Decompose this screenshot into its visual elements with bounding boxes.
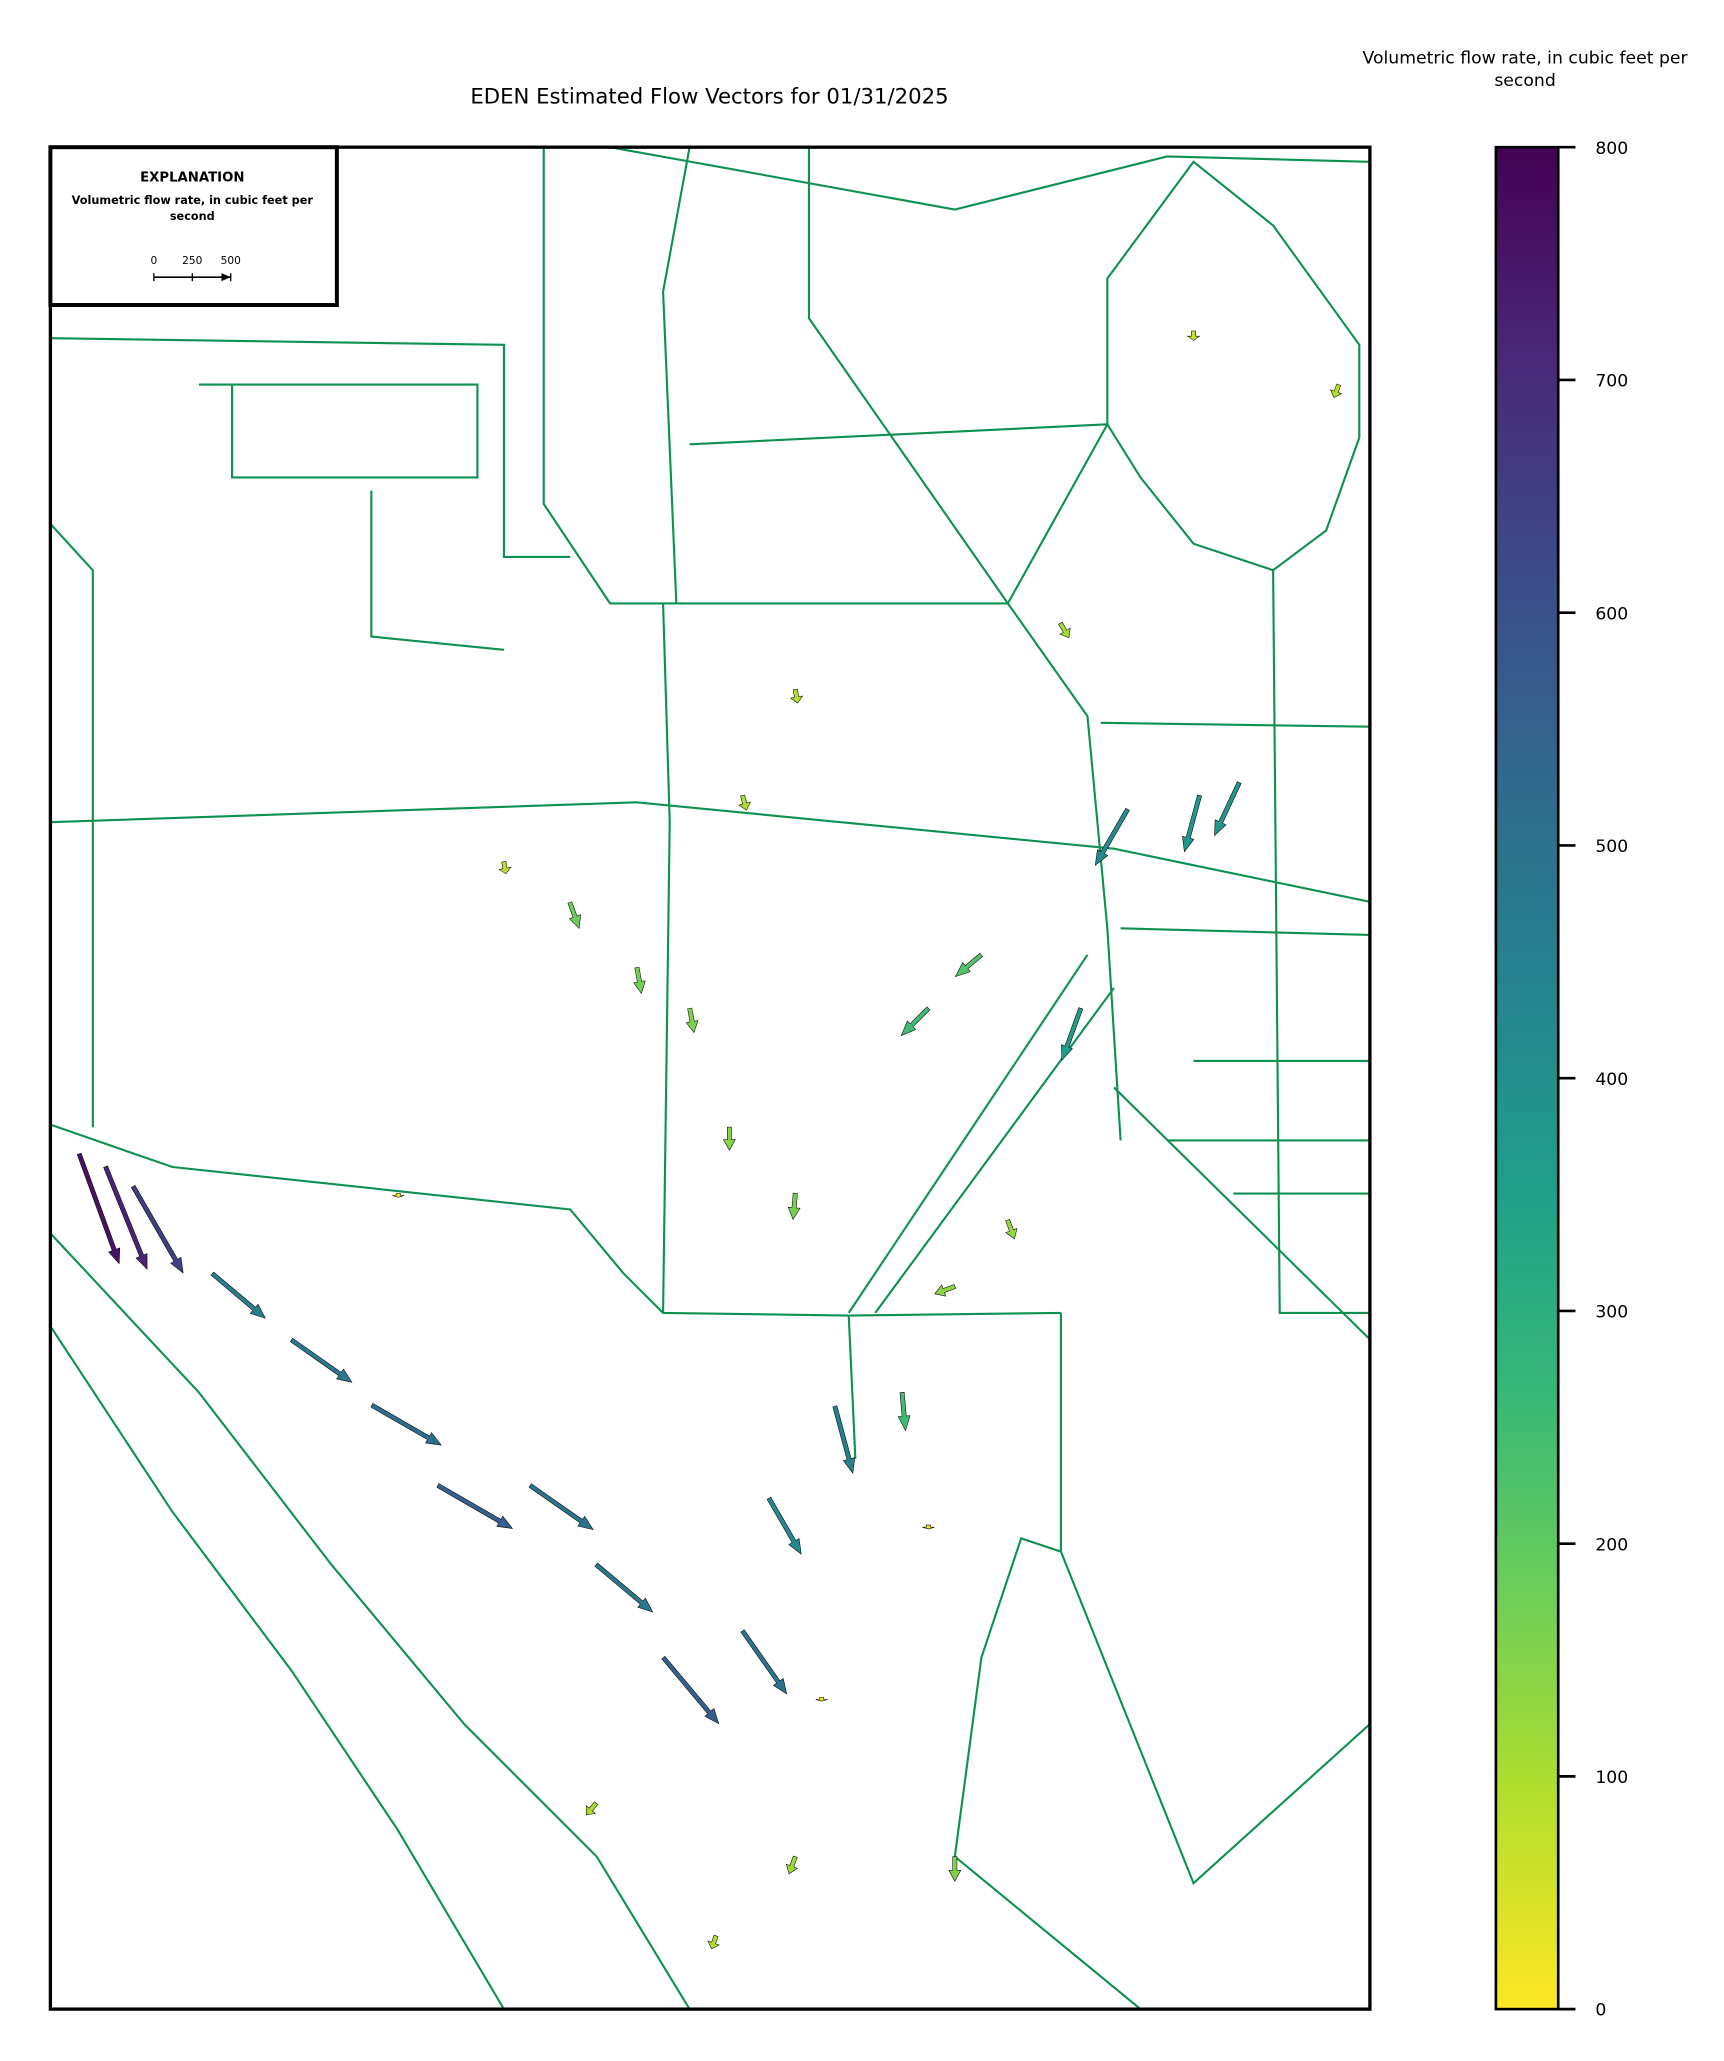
flow-vector	[685, 1007, 699, 1034]
colorbar-tick-label: 800	[1595, 139, 1628, 159]
legend-scale-label: 250	[182, 255, 202, 267]
flow-vector	[130, 1184, 184, 1274]
flow-vector	[528, 1483, 594, 1530]
flow-vector	[1094, 807, 1130, 866]
flow-vector	[722, 1126, 736, 1151]
flow-vector	[832, 1405, 856, 1474]
colorbar-tick-label: 300	[1595, 1303, 1628, 1323]
canal	[953, 1312, 1370, 2010]
flow-vector	[103, 1165, 148, 1270]
flow-vector	[790, 688, 804, 704]
canals	[50, 147, 1370, 2010]
flow-vector	[661, 1655, 720, 1725]
canal	[1106, 160, 1361, 572]
colorbar-tick-label: 0	[1595, 2001, 1606, 2021]
colorbar-tick-label: 500	[1595, 837, 1628, 857]
flow-vector	[922, 1524, 935, 1530]
legend-scale-label: 0	[150, 255, 157, 267]
canal	[1167, 570, 1370, 1314]
canal	[847, 954, 1370, 1341]
canal	[542, 147, 1109, 605]
flow-vector	[740, 1629, 788, 1695]
flow-vector	[1005, 1219, 1018, 1240]
colorbar	[1494, 145, 1560, 2011]
colorbar-tick-label: 700	[1595, 372, 1628, 392]
colorbar-tick-label: 200	[1595, 1535, 1628, 1555]
flow-vector	[1182, 794, 1202, 853]
flow-vector	[897, 1391, 911, 1432]
flow-vector	[815, 1696, 828, 1702]
flow-vector	[1214, 781, 1242, 837]
canal	[807, 147, 1009, 605]
colorbar-label-box: Volumetric flow rate, in cubic feet per …	[1362, 49, 1688, 92]
flow-vector	[633, 966, 646, 995]
stage: EDEN Estimated Flow Vectors for 01/31/20…	[48, 49, 1688, 2021]
vector-layer	[76, 330, 1343, 1950]
legend-label: Volumetric flow rate, in cubic feet per …	[71, 194, 313, 225]
flow-vector	[1330, 383, 1343, 398]
colorbar-tick-label: 400	[1595, 1070, 1628, 1090]
flow-vector	[585, 1801, 599, 1816]
legend-title: EXPLANATION	[140, 171, 244, 186]
canal	[609, 147, 1370, 211]
flow-vector	[567, 901, 581, 930]
canal	[50, 337, 571, 651]
flow-vector	[210, 1271, 266, 1319]
legend-scale: 0 250 500	[150, 255, 241, 282]
flow-vector	[948, 1856, 962, 1882]
flow-vector	[1061, 1007, 1084, 1062]
flow-vector	[900, 1006, 931, 1037]
flow-vector	[498, 861, 512, 875]
canal	[50, 523, 94, 1128]
canal	[662, 603, 1370, 1459]
colorbar-tick-label: 600	[1595, 604, 1628, 624]
flow-vector	[707, 1934, 720, 1950]
flow-vector	[289, 1337, 353, 1383]
colorbar-ticks: 0 100 200 300 400 500 600 700 800	[1558, 139, 1628, 2021]
legend-label-box: Volumetric flow rate, in cubic feet per …	[71, 194, 313, 225]
canal	[50, 801, 1370, 903]
flow-vector	[1058, 621, 1071, 639]
flow-vector	[594, 1562, 654, 1613]
flow-vector	[1186, 330, 1201, 341]
colorbar-label: Volumetric flow rate, in cubic feet per …	[1362, 49, 1688, 92]
canal	[662, 147, 1122, 1141]
legend-scale-label: 500	[221, 255, 241, 267]
canal	[50, 1123, 1061, 1317]
flow-vector	[370, 1402, 442, 1446]
flow-vector	[76, 1152, 121, 1265]
flow-vector	[766, 1496, 802, 1555]
legend-arrow-head	[221, 273, 231, 282]
flow-vector	[738, 794, 751, 811]
flow-vector	[934, 1284, 956, 1297]
flow-vector	[436, 1483, 514, 1529]
canal	[50, 1232, 691, 2010]
colorbar-tick-label: 100	[1595, 1768, 1628, 1788]
flow-vector	[785, 1855, 798, 1875]
map-title: EDEN Estimated Flow Vectors for 01/31/20…	[470, 84, 948, 109]
flow-vector	[787, 1192, 801, 1220]
legend-box	[48, 145, 339, 308]
flow-vector	[954, 952, 984, 978]
flow-vector	[392, 1193, 405, 1198]
map-frame	[48, 145, 1372, 2011]
